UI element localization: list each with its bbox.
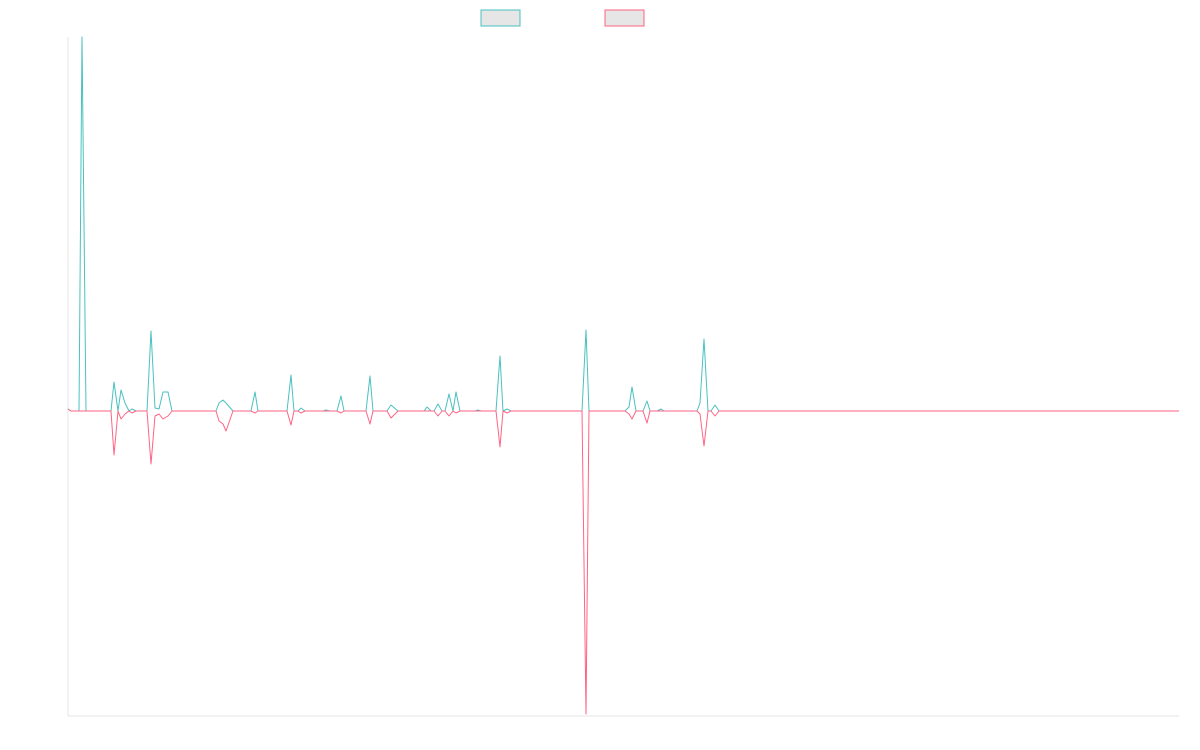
series-line	[67, 408, 1179, 715]
series-line	[67, 36, 1179, 412]
legend-swatch	[604, 9, 645, 27]
legend-swatch	[480, 9, 521, 27]
